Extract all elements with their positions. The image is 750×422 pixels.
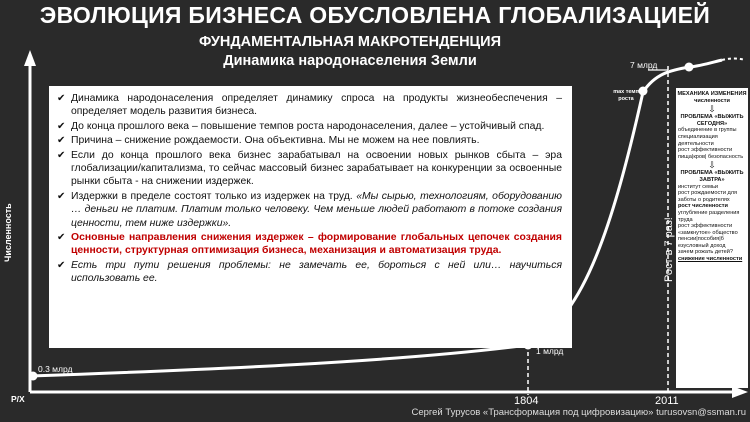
bullet-text: Если до конца прошлого века бизнес зараб… bbox=[71, 149, 562, 188]
slide-title: ЭВОЛЮЦИЯ БИЗНЕСА ОБУСЛОВЛЕНА ГЛОБАЛИЗАЦИ… bbox=[39, 2, 711, 28]
label-start: 0.3 млрд bbox=[38, 364, 73, 374]
label-2011-value: 7 млрд bbox=[630, 60, 658, 70]
bullet-text: Динамика народонаселения определяет дина… bbox=[71, 93, 562, 118]
x-axis-label: Р/Х bbox=[11, 394, 25, 404]
point-start bbox=[28, 371, 38, 381]
curve-projection bbox=[721, 57, 746, 61]
slide-subtitle: ФУНДАМЕНТАЛЬНАЯ МАКРОТЕНДЕНЦИЯ bbox=[199, 34, 501, 50]
list-item: снижение численности bbox=[678, 256, 743, 263]
bullet-item-highlight: ✔ Основные направления снижения издержек … bbox=[57, 231, 562, 258]
list-item: углубление разделения труда bbox=[678, 209, 740, 223]
checkmark-icon: ✔ bbox=[57, 135, 66, 147]
checkmark-icon: ✔ bbox=[57, 149, 66, 161]
list-item: институт семьи bbox=[678, 183, 719, 190]
arrow-down-icon: ⇩ bbox=[708, 104, 716, 115]
y-axis-arrow bbox=[24, 50, 36, 66]
checkmark-icon: ✔ bbox=[57, 93, 66, 104]
point-max-rate bbox=[638, 86, 648, 96]
bullet-list: ✔ Динамика народонаселения определяет дин… bbox=[49, 86, 572, 286]
y-axis-label: Численность bbox=[3, 203, 13, 262]
list-item: рост численности bbox=[678, 203, 728, 210]
list-item: рост эффективности bbox=[678, 147, 733, 154]
bullet-item: ✔ Причина – снижение рождаемости. Она объ… bbox=[57, 134, 562, 147]
checkmark-icon: ✔ bbox=[57, 120, 66, 132]
footer-credit: Сергей Турусов «Трансформация под цифров… bbox=[411, 407, 746, 418]
year-2011: 2011 bbox=[655, 395, 679, 407]
bullet-item: ✔ До конца прошлого века – повышение темп… bbox=[57, 120, 562, 133]
x-axis-arrow bbox=[732, 386, 748, 398]
bullet-panel: ✔ Динамика народонаселения определяет дин… bbox=[49, 86, 572, 348]
checkmark-icon: ✔ bbox=[57, 259, 66, 271]
list-item: пища|кров| безопасность bbox=[678, 153, 744, 160]
year-1804: 1804 bbox=[514, 395, 539, 407]
bullet-item: ✔ Если до конца прошлого века бизнес зара… bbox=[57, 149, 562, 189]
bullet-item: ✔ Есть три пути решения проблемы: не заме… bbox=[57, 259, 562, 286]
bullet-text: Издержки в пределе состоят только из изд… bbox=[71, 190, 357, 202]
list-item: рост рождаемости для заботы о родителях bbox=[678, 190, 738, 203]
growth-label: Рост в 7 раз! bbox=[663, 217, 675, 282]
mechanics-panel: МЕХАНИКА ИЗМЕНЕНИЯ численности ⇩ ПРОБЛЕМ… bbox=[676, 88, 748, 388]
problem-today-heading: ПРОБЛЕМА «ВЫЖИТЬ СЕГОДНЯ» bbox=[680, 114, 744, 127]
list-item: объединение в группы bbox=[678, 127, 737, 134]
list-item: зачем рожать детей? bbox=[678, 249, 733, 256]
bullet-quote: «Мы сырью, технологиям, оборудованию … д… bbox=[71, 190, 562, 229]
problem-tomorrow-heading: ПРОБЛЕМА «ВЫЖИТЬ ЗАВТРА» bbox=[680, 170, 744, 183]
mechanics-heading: МЕХАНИКА ИЗМЕНЕНИЯ численности bbox=[677, 91, 747, 104]
problem-today-list: объединение в группы специализация деяте… bbox=[676, 127, 748, 160]
list-item: «замкнутое» общество bbox=[678, 229, 738, 236]
list-item: рост эффективности bbox=[678, 223, 733, 230]
problem-tomorrow-list: институт семьи рост рождаемости для забо… bbox=[676, 184, 748, 263]
bullet-text: Есть три пути решения проблемы: не замеч… bbox=[71, 259, 562, 285]
bullet-text: Причина – снижение рождаемости. Она объе… bbox=[71, 135, 480, 147]
arrow-down-icon: ⇩ bbox=[708, 160, 716, 171]
list-item: пенсии|пособия|б езусловный доход bbox=[678, 236, 726, 249]
checkmark-icon: ✔ bbox=[57, 232, 66, 244]
checkmark-icon: ✔ bbox=[57, 190, 66, 202]
bullet-text: До конца прошлого века – повышение темпо… bbox=[71, 120, 545, 132]
bullet-text: Основные направления снижения издержек –… bbox=[71, 232, 562, 257]
label-max-rate: max темп роста bbox=[613, 89, 639, 102]
bullet-item: ✔ Издержки в пределе состоят только из из… bbox=[57, 190, 562, 230]
point-2011 bbox=[684, 62, 694, 72]
list-item: специализация деятельности bbox=[678, 133, 718, 147]
chart-title: Динамика народонаселения Земли bbox=[223, 53, 477, 69]
bullet-item: ✔ Динамика народонаселения определяет дин… bbox=[57, 92, 562, 119]
label-1804-value: 1 млрд bbox=[536, 346, 564, 356]
